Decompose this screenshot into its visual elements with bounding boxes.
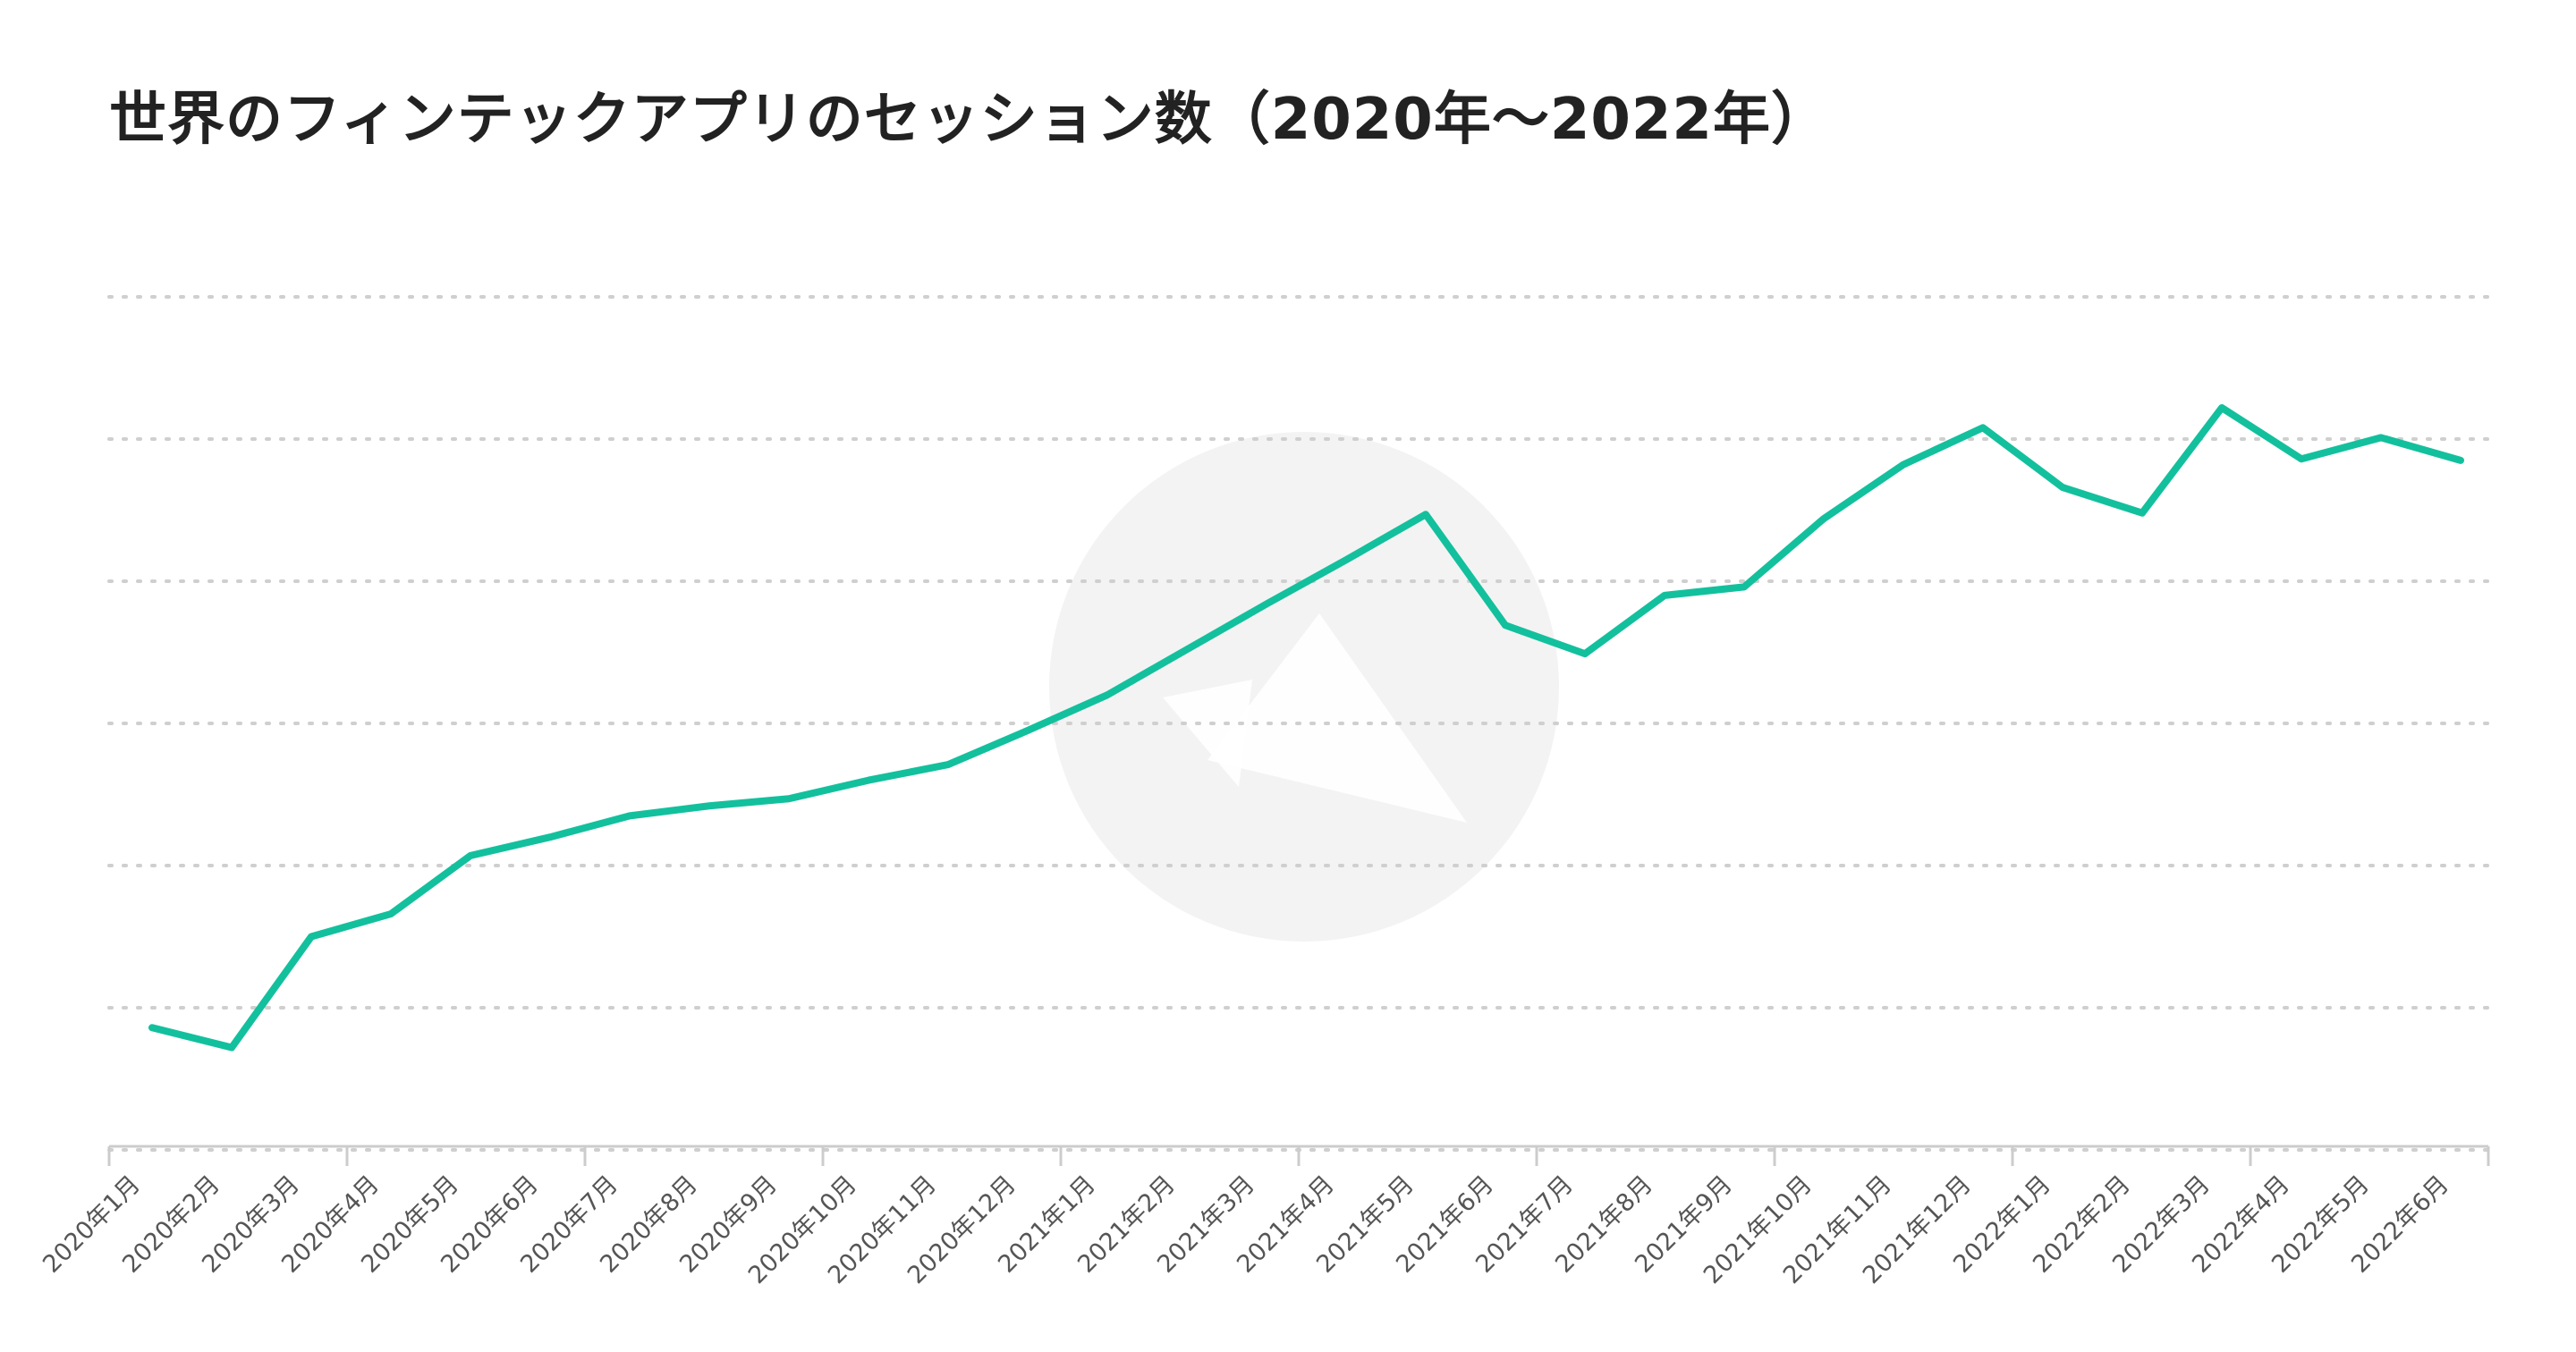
gridlines (107, 295, 2490, 1152)
series-lines (148, 404, 2464, 1052)
chart-title: 世界のフィンテックアプリのセッション数（2020年〜2022年） (109, 87, 1829, 153)
x-tick-labels: 2020年1月2020年2月2020年3月2020年4月2020年5月2020年… (38, 1170, 2454, 1289)
brand-logo-icon (1049, 432, 1559, 942)
series-line (148, 404, 2464, 1052)
x-ticks (107, 1146, 2490, 1166)
